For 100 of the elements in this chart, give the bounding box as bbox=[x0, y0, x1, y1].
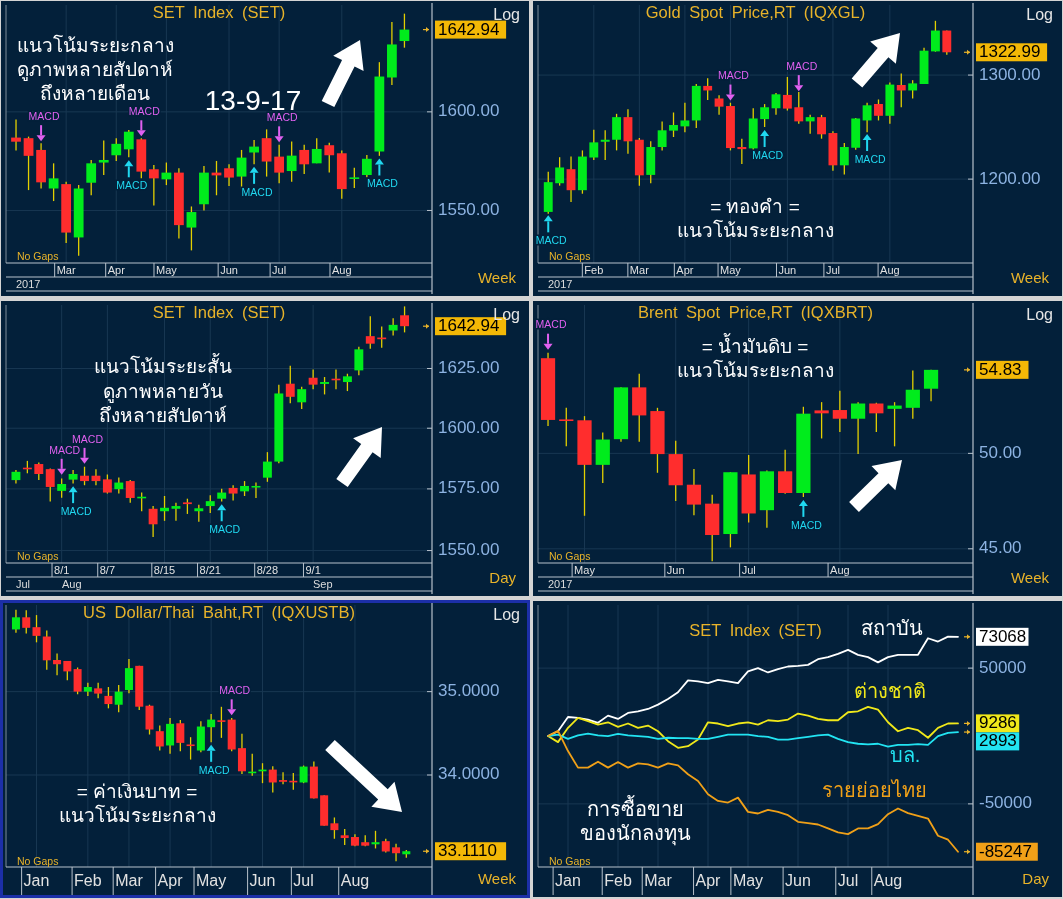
candlestick bbox=[869, 402, 884, 433]
candlestick bbox=[279, 771, 288, 785]
candlestick bbox=[161, 161, 172, 186]
candlestick bbox=[261, 128, 272, 178]
candlestick bbox=[32, 614, 41, 643]
candlestick bbox=[361, 154, 372, 179]
y-tick-label: 1600.00 bbox=[438, 101, 500, 121]
x-axis-title: Week bbox=[1010, 568, 1050, 586]
y-axis-title: Log bbox=[493, 606, 520, 624]
text: -85247 bbox=[979, 841, 1032, 861]
candlestick bbox=[102, 473, 112, 495]
candlestick bbox=[98, 139, 109, 176]
candlestick bbox=[771, 92, 781, 116]
candlestick bbox=[839, 142, 849, 176]
candlestick bbox=[354, 346, 364, 377]
text: 2893 bbox=[979, 731, 1017, 751]
candlestick bbox=[794, 91, 804, 125]
candlestick bbox=[68, 469, 78, 485]
x-tick-label: 8/7 bbox=[99, 563, 116, 576]
point bbox=[249, 166, 259, 173]
annotation: ของนักลงทุน bbox=[579, 822, 691, 847]
x-tick-label: Jul bbox=[825, 263, 840, 276]
y-tick-label: 1575.00 bbox=[438, 478, 500, 498]
x-tick-label: 8/1 bbox=[54, 563, 70, 576]
candlestick bbox=[11, 118, 21, 152]
x-tick-label: May bbox=[574, 563, 596, 576]
candlestick bbox=[887, 401, 902, 447]
legend-label: MACD bbox=[198, 763, 231, 776]
candlestick bbox=[228, 484, 238, 502]
candlestick bbox=[657, 120, 667, 152]
candlestick bbox=[589, 129, 599, 161]
y-axis-title: Log bbox=[1026, 306, 1053, 324]
text: 2017 bbox=[16, 277, 41, 290]
candlestick bbox=[91, 468, 101, 486]
x-tick-label: Mar bbox=[629, 263, 650, 276]
annotation: แนวโน้มระยะสั้น bbox=[94, 353, 232, 378]
text: MACD bbox=[854, 152, 886, 165]
candlestick bbox=[817, 114, 826, 140]
series-label: MACD bbox=[717, 69, 750, 82]
x-axis-title: Week bbox=[1010, 268, 1050, 286]
candlestick bbox=[111, 137, 122, 162]
x-tick-label: Feb bbox=[604, 872, 632, 890]
candlestick bbox=[324, 142, 335, 174]
point bbox=[68, 486, 78, 493]
annotation: แนวโน้มระยะกลาง bbox=[676, 219, 834, 242]
candlestick bbox=[365, 315, 375, 350]
text: MACD bbox=[72, 432, 103, 445]
candlestick bbox=[805, 114, 815, 135]
annotation: ถึงหลายสัปดาห์ bbox=[99, 405, 227, 427]
annotation: No Gaps bbox=[17, 854, 59, 867]
series-label: สถาบัน bbox=[861, 617, 923, 640]
text: MACD bbox=[266, 111, 298, 124]
series-label: บล. bbox=[889, 744, 921, 767]
candlestick bbox=[669, 111, 678, 138]
candlestick bbox=[45, 467, 55, 503]
candlestick bbox=[923, 369, 939, 402]
text: 73068 bbox=[979, 626, 1027, 646]
candlestick bbox=[311, 137, 322, 164]
x-tick-label: Feb bbox=[584, 263, 604, 276]
x-axis-title: Day bbox=[1022, 869, 1050, 887]
candlestick bbox=[23, 135, 34, 191]
x-tick-label: Jan bbox=[555, 872, 581, 890]
candlestick bbox=[186, 736, 195, 761]
x-tick-label: Jun bbox=[220, 263, 238, 276]
candlestick bbox=[896, 72, 906, 108]
candlestick bbox=[778, 449, 793, 495]
candlestick bbox=[930, 20, 940, 53]
chart-title: Gold Spot Price,RT (IQXGL) bbox=[645, 3, 866, 22]
chart-title: Brent Spot Price,RT (IQXBRT) bbox=[638, 303, 873, 322]
annotation: No Gaps bbox=[17, 549, 59, 562]
annotation: = ทองคำ = bbox=[710, 196, 800, 218]
x-tick-label: 8/28 bbox=[256, 563, 279, 576]
annotation: ดูภาพหลายสัปดาห์ bbox=[17, 59, 173, 82]
annotation: No Gaps bbox=[549, 854, 591, 867]
candlestick bbox=[714, 94, 724, 116]
x-tick-label: Apr bbox=[676, 263, 694, 276]
series-label: MACD bbox=[535, 318, 567, 331]
chart-title: SET Index (SET) bbox=[152, 3, 286, 22]
candlestick bbox=[86, 159, 97, 196]
x-tick-label: Jun bbox=[785, 872, 811, 890]
candlestick bbox=[555, 156, 565, 187]
candlestick bbox=[207, 713, 216, 743]
x-tick-label: Aug bbox=[332, 263, 352, 276]
text: MACD bbox=[116, 179, 148, 192]
candlestick bbox=[388, 317, 398, 337]
candlestick bbox=[286, 140, 297, 183]
candlestick bbox=[148, 505, 158, 538]
candlestick bbox=[737, 138, 747, 165]
candlestick bbox=[680, 102, 690, 133]
candlestick bbox=[814, 401, 829, 440]
candlestick bbox=[48, 162, 59, 202]
candlestick bbox=[703, 77, 713, 101]
y-tick-label: 50.00 bbox=[979, 442, 1022, 462]
text: MACD bbox=[241, 185, 273, 198]
point bbox=[136, 130, 146, 137]
x-tick-label: 8/15 bbox=[153, 563, 176, 576]
point bbox=[80, 457, 90, 464]
x-tick-label: Feb bbox=[74, 872, 102, 890]
x-tick-label: Jul bbox=[837, 872, 859, 890]
candlestick bbox=[285, 365, 295, 404]
